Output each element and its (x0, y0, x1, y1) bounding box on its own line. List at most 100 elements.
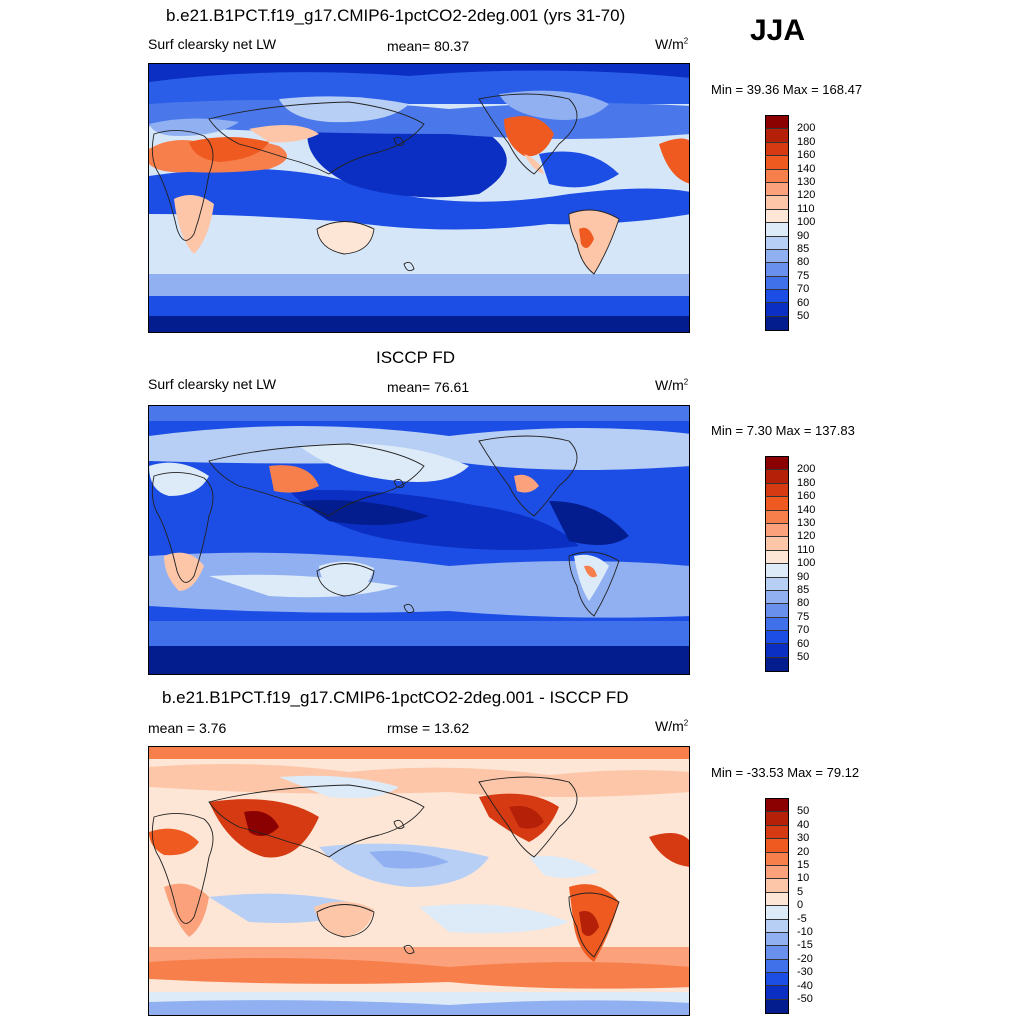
colorbar-swatch (766, 537, 788, 551)
colorbar-swatch (766, 879, 788, 893)
colorbar-tick-label: 180 (797, 476, 816, 489)
colorbar-tick-label: 75 (797, 610, 810, 623)
colorbar-tick-label: 160 (797, 490, 816, 503)
colorbar-tick-label: -20 (797, 952, 813, 965)
colorbar-tick-label: 5 (797, 885, 804, 898)
colorbar-tick-label: 90 (797, 570, 810, 583)
panel3-rmse-label: rmse = 13.62 (387, 720, 470, 736)
panel3-units: W/m2 (655, 718, 689, 734)
colorbar-swatch (766, 919, 788, 933)
colorbar-tick-label: 60 (797, 637, 810, 650)
panel1-variable-label: Surf clearsky net LW (148, 36, 277, 52)
colorbar-swatch (766, 577, 788, 591)
colorbar-swatch (766, 510, 788, 524)
colorbar-swatch (766, 631, 788, 645)
panel3-mean-label: mean = 3.76 (148, 720, 227, 736)
panel2-units: W/m2 (655, 377, 689, 393)
panel1-minmax: Min = 39.36 Max = 168.47 (711, 82, 863, 97)
colorbar-tick-label: 85 (797, 243, 810, 255)
colorbar-tick-label: 70 (797, 624, 810, 637)
colorbar-swatch (766, 946, 788, 960)
colorbar-swatch (766, 156, 788, 170)
colorbar-tick-label: 200 (797, 463, 816, 476)
panel3-colorbar-ticks: 50 40 30 20 15 10 5 0 -5 -10 -15 -20 -30… (797, 798, 837, 1013)
colorbar-tick-label: -30 (797, 966, 813, 979)
colorbar-tick-label: 140 (797, 503, 816, 516)
panel3-map-field (149, 747, 689, 1015)
panel1-title: b.e21.B1PCT.f19_g17.CMIP6-1pctCO2-2deg.0… (166, 6, 626, 25)
colorbar-tick-label: 80 (797, 597, 810, 610)
colorbar-tick-label: -15 (797, 939, 813, 952)
colorbar-tick-label: 100 (797, 557, 816, 570)
colorbar-swatch (766, 590, 788, 605)
colorbar-swatch (766, 249, 788, 264)
colorbar-swatch (766, 276, 788, 291)
colorbar-tick-label: 130 (797, 176, 816, 188)
panel2-mean-label: mean= 76.61 (387, 379, 470, 395)
season-label: JJA (750, 14, 806, 47)
panel3-map (148, 746, 690, 1016)
colorbar-swatch (766, 523, 788, 538)
colorbar-tick-label: 60 (797, 296, 810, 309)
panel1-mean-label: mean= 80.37 (387, 38, 470, 54)
colorbar-swatch (766, 182, 788, 197)
panel2-colorbar (765, 456, 789, 673)
colorbar-swatch (766, 986, 788, 1000)
colorbar-swatch (766, 617, 788, 632)
colorbar-swatch (766, 263, 788, 277)
panel2-minmax: Min = 7.30 Max = 137.83 (711, 423, 855, 438)
colorbar-tick-label: 200 (797, 122, 816, 135)
colorbar-tick-label: 110 (797, 202, 815, 215)
colorbar-tick-label: 90 (797, 229, 810, 242)
colorbar-tick-label: 50 (797, 651, 810, 663)
colorbar-swatch (766, 142, 788, 157)
colorbar-swatch (766, 644, 788, 658)
colorbar-swatch (766, 169, 788, 183)
colorbar-swatch (766, 999, 788, 1014)
colorbar-swatch (766, 657, 788, 672)
panel2-colorbar-ticks: 200 180 160 140 130 120 110 100 90 85 80… (797, 456, 837, 671)
colorbar-tick-label: -5 (797, 912, 807, 925)
colorbar-tick-label: 180 (797, 135, 816, 148)
colorbar-tick-label: 40 (797, 818, 810, 831)
colorbar-swatch (766, 959, 788, 974)
panel3-minmax: Min = -33.53 Max = 79.12 (711, 765, 860, 780)
colorbar-swatch (766, 483, 788, 498)
colorbar-swatch (766, 236, 788, 250)
panel2-variable-label: Surf clearsky net LW (148, 376, 277, 392)
colorbar-tick-label: 70 (797, 283, 810, 296)
panel2-map-field (149, 406, 689, 674)
colorbar-swatch (766, 290, 788, 304)
panel2-title: ISCCP FD (376, 348, 456, 367)
colorbar-tick-label: 110 (797, 543, 815, 556)
colorbar-swatch (766, 932, 788, 947)
colorbar-tick-label: 100 (797, 216, 816, 229)
colorbar-tick-label: 50 (797, 805, 810, 818)
colorbar-swatch (766, 865, 788, 880)
colorbar-tick-label: -40 (797, 979, 813, 992)
colorbar-tick-label: 120 (797, 189, 816, 202)
panel1-colorbar (765, 115, 789, 332)
panel1-colorbar-ticks: 200 180 160 140 130 120 110 100 90 85 80… (797, 115, 837, 330)
colorbar-swatch (766, 470, 788, 484)
panel2-map (148, 405, 690, 675)
colorbar-tick-label: 10 (797, 872, 810, 885)
panel3-title: b.e21.B1PCT.f19_g17.CMIP6-1pctCO2-2deg.0… (162, 688, 629, 707)
colorbar-tick-label: 140 (797, 162, 816, 175)
colorbar-swatch (766, 892, 788, 907)
panel1-units: W/m2 (655, 36, 689, 52)
colorbar-tick-label: 50 (797, 310, 810, 322)
colorbar-swatch (766, 116, 788, 130)
colorbar-swatch (766, 457, 788, 471)
colorbar-swatch (766, 223, 788, 237)
colorbar-swatch (766, 604, 788, 618)
colorbar-swatch (766, 973, 788, 987)
colorbar-swatch (766, 303, 788, 317)
colorbar-swatch (766, 852, 788, 866)
colorbar-swatch (766, 825, 788, 840)
colorbar-swatch (766, 209, 788, 224)
colorbar-tick-label: -10 (797, 926, 813, 938)
colorbar-swatch (766, 799, 788, 813)
colorbar-swatch (766, 129, 788, 143)
colorbar-swatch (766, 839, 788, 853)
